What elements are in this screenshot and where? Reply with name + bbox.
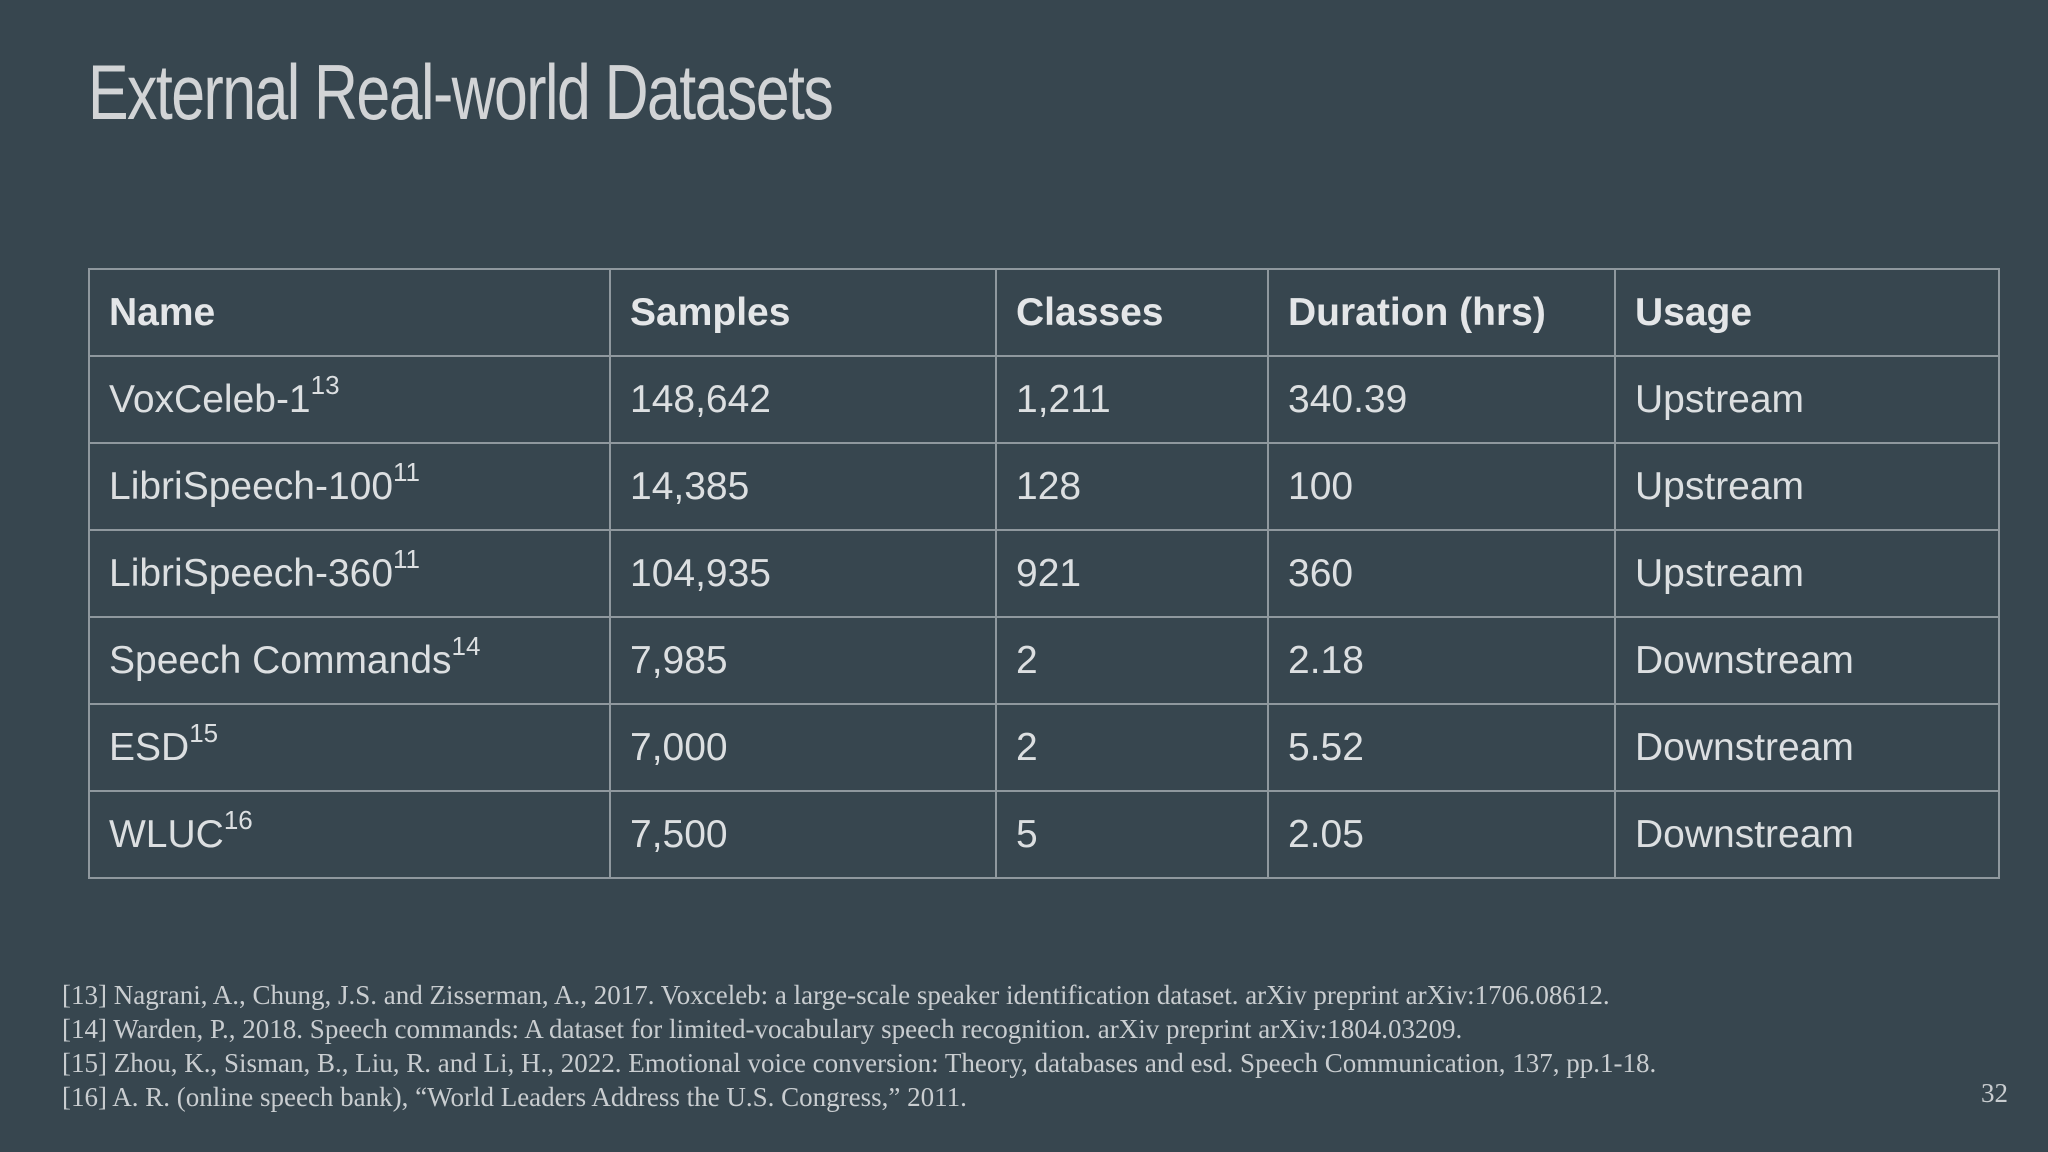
- dataset-name-cell: VoxCeleb-113: [88, 355, 611, 444]
- table-row: WLUC16 7,500 5 2.05 Downstream: [88, 790, 2000, 879]
- header-usage: Usage: [1614, 268, 2000, 357]
- duration-cell: 2.05: [1267, 790, 1616, 879]
- reference-15: [15] Zhou, K., Sisman, B., Liu, R. and L…: [62, 1048, 1657, 1078]
- header-samples: Samples: [609, 268, 997, 357]
- header-classes: Classes: [995, 268, 1269, 357]
- reference-14: [14] Warden, P., 2018. Speech commands: …: [62, 1014, 1463, 1044]
- citation-ref: 11: [393, 456, 421, 487]
- page-number: 32: [1981, 1078, 2008, 1108]
- samples-cell: 14,385: [609, 442, 997, 531]
- dataset-name: WLUC: [109, 812, 224, 856]
- dataset-name-cell: WLUC16: [88, 790, 611, 879]
- table-row: ESD15 7,000 2 5.52 Downstream: [88, 703, 2000, 792]
- samples-cell: 7,985: [609, 616, 997, 705]
- classes-cell: 921: [995, 529, 1269, 618]
- table-row: VoxCeleb-113 148,642 1,211 340.39 Upstre…: [88, 355, 2000, 444]
- dataset-name-cell: Speech Commands14: [88, 616, 611, 705]
- usage-cell: Downstream: [1614, 616, 2000, 705]
- table-header-row: Name Samples Classes Duration (hrs) Usag…: [88, 268, 2000, 357]
- samples-cell: 7,500: [609, 790, 997, 879]
- usage-cell: Downstream: [1614, 790, 2000, 879]
- duration-cell: 340.39: [1267, 355, 1616, 444]
- dataset-name: Speech Commands: [109, 638, 452, 682]
- slide-title: External Real-world Datasets: [88, 48, 834, 136]
- duration-cell: 5.52: [1267, 703, 1616, 792]
- dataset-name: VoxCeleb-1: [109, 377, 311, 421]
- classes-cell: 2: [995, 703, 1269, 792]
- table-row: LibriSpeech-10011 14,385 128 100 Upstrea…: [88, 442, 2000, 531]
- dataset-name-cell: LibriSpeech-36011: [88, 529, 611, 618]
- citation-ref: 13: [310, 369, 340, 400]
- table-row: LibriSpeech-36011 104,935 921 360 Upstre…: [88, 529, 2000, 618]
- duration-cell: 2.18: [1267, 616, 1616, 705]
- usage-cell: Upstream: [1614, 442, 2000, 531]
- citation-ref: 11: [393, 543, 421, 574]
- table-row: Speech Commands14 7,985 2 2.18 Downstrea…: [88, 616, 2000, 705]
- reference-13: [13] Nagrani, A., Chung, J.S. and Zisser…: [62, 980, 1610, 1010]
- classes-cell: 128: [995, 442, 1269, 531]
- header-name: Name: [88, 268, 611, 357]
- datasets-table: Name Samples Classes Duration (hrs) Usag…: [88, 268, 2000, 879]
- header-duration: Duration (hrs): [1267, 268, 1616, 357]
- usage-cell: Upstream: [1614, 355, 2000, 444]
- samples-cell: 148,642: [609, 355, 997, 444]
- samples-cell: 7,000: [609, 703, 997, 792]
- usage-cell: Upstream: [1614, 529, 2000, 618]
- citation-ref: 15: [189, 717, 219, 748]
- usage-cell: Downstream: [1614, 703, 2000, 792]
- citation-ref: 14: [451, 630, 481, 661]
- reference-16: [16] A. R. (online speech bank), “World …: [62, 1082, 967, 1112]
- duration-cell: 360: [1267, 529, 1616, 618]
- dataset-name-cell: LibriSpeech-10011: [88, 442, 611, 531]
- dataset-name: LibriSpeech-360: [109, 551, 394, 595]
- dataset-name: ESD: [109, 725, 190, 769]
- classes-cell: 1,211: [995, 355, 1269, 444]
- classes-cell: 2: [995, 616, 1269, 705]
- duration-cell: 100: [1267, 442, 1616, 531]
- samples-cell: 104,935: [609, 529, 997, 618]
- citation-ref: 16: [223, 804, 253, 835]
- references-list: [13] Nagrani, A., Chung, J.S. and Zisser…: [62, 978, 1656, 1114]
- dataset-name: LibriSpeech-100: [109, 464, 394, 508]
- dataset-name-cell: ESD15: [88, 703, 611, 792]
- classes-cell: 5: [995, 790, 1269, 879]
